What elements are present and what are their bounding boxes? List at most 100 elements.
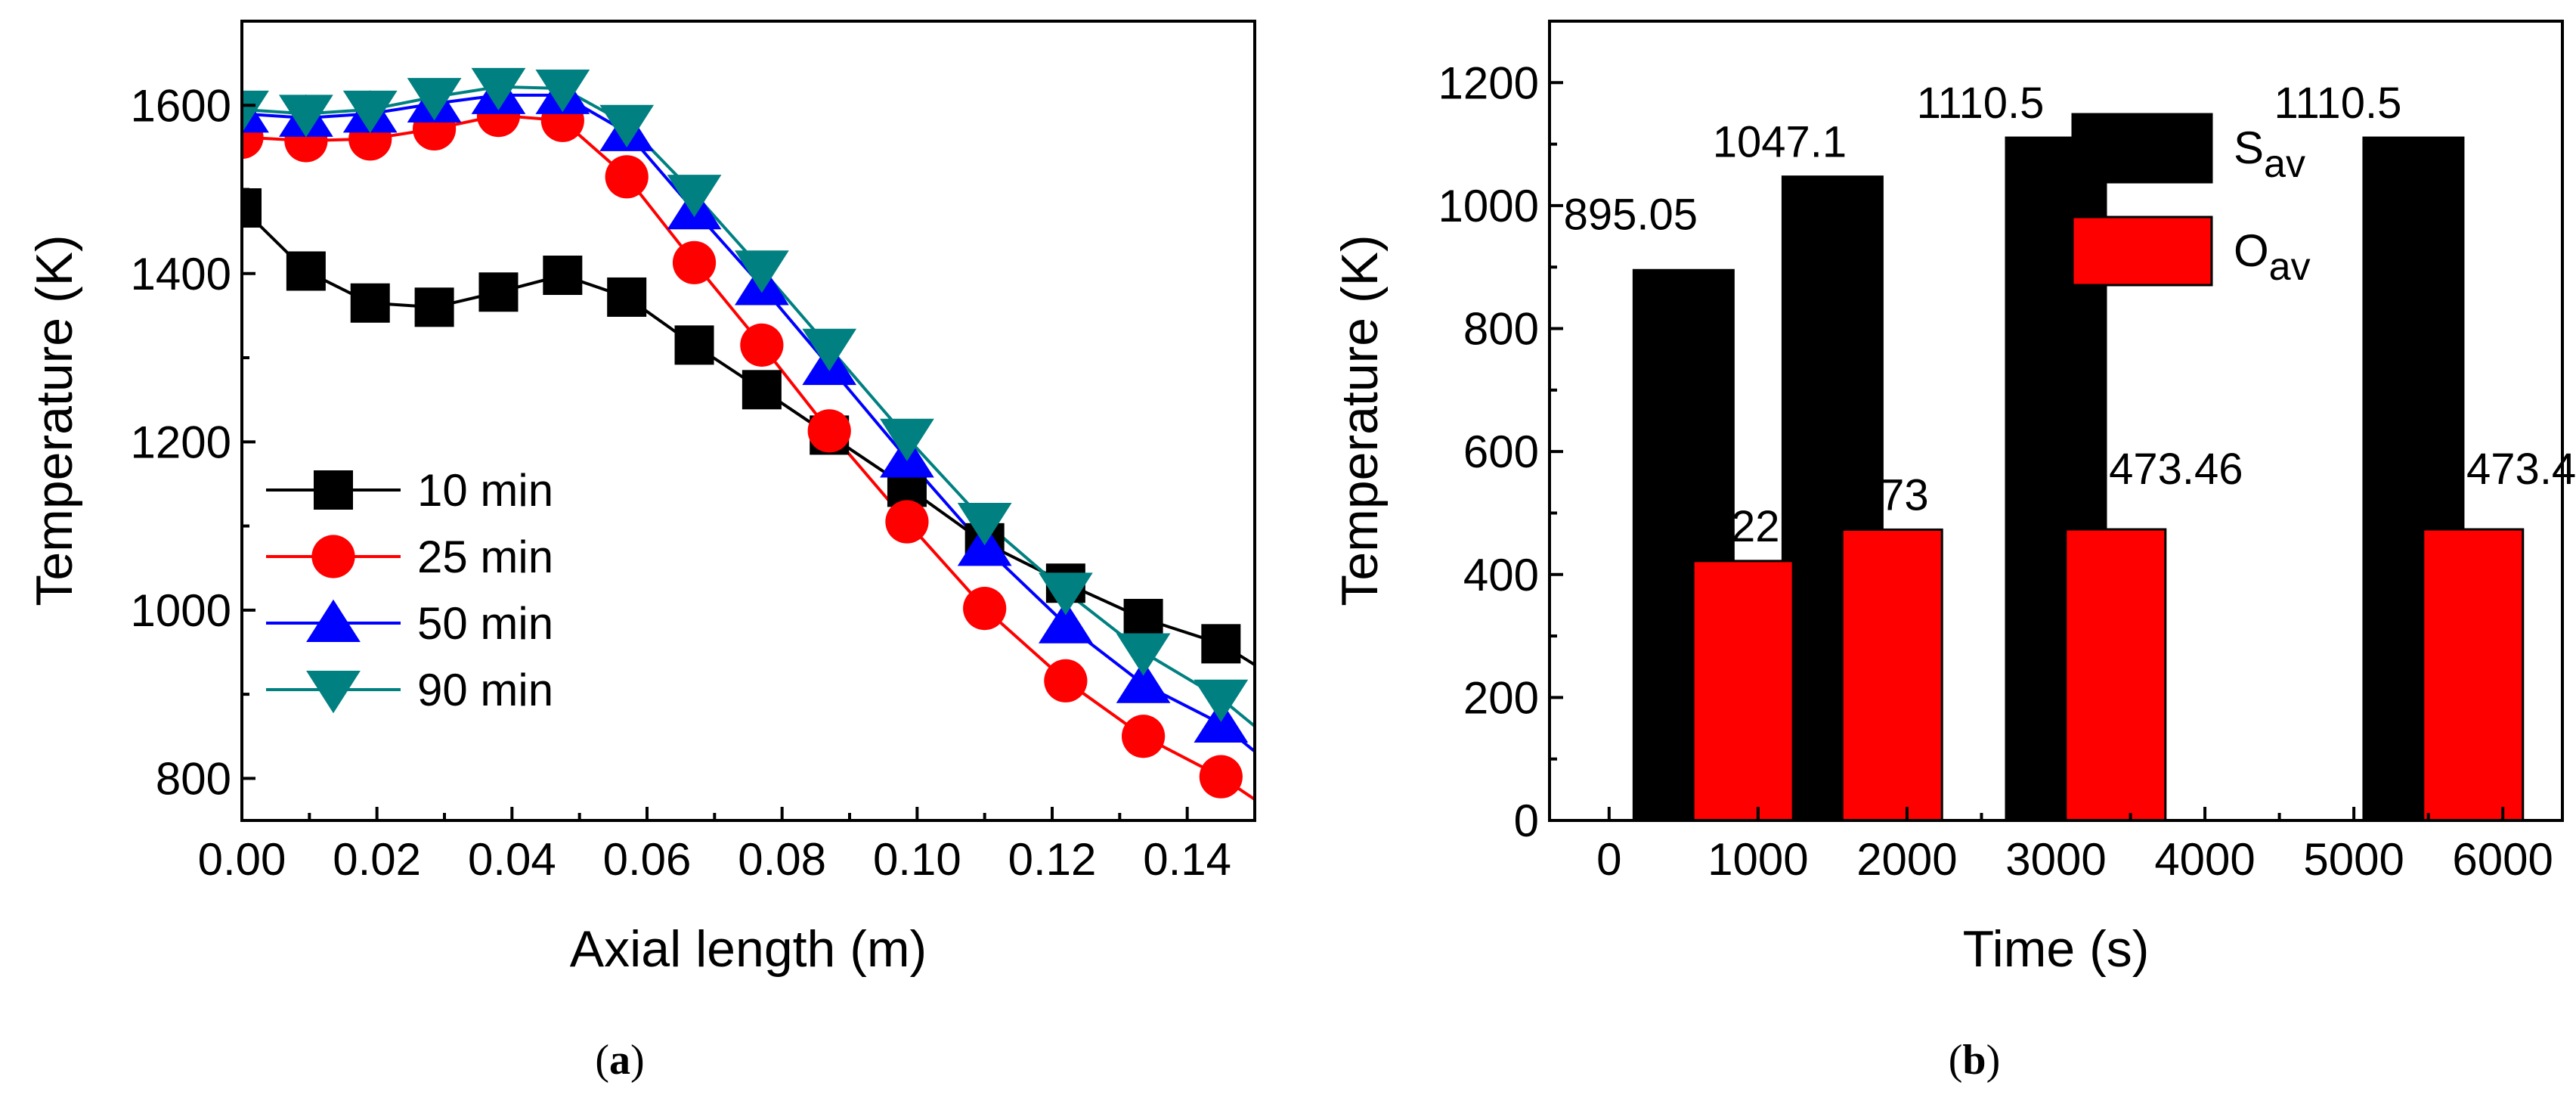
chart-b-xtick-label: 4000 xyxy=(2154,834,2255,885)
chart-b-panel-letter: b xyxy=(1962,1037,1986,1084)
chart-a-series-line xyxy=(242,206,1255,666)
chart-a-panel-letter: a xyxy=(609,1037,630,1084)
chart-a-legend-marker xyxy=(314,470,353,510)
chart-b-xtick-label: 1000 xyxy=(1708,834,1808,885)
chart-a-data-point xyxy=(807,409,851,453)
chart-b-bar xyxy=(1692,560,1794,822)
chart-b-xtick-label: 5000 xyxy=(2303,834,2404,885)
chart-a-ticks: 0.00 0.02 0.04 0.06 0.08 0.10 0.12 0.14 800 1000 1… xyxy=(131,20,1231,885)
chart-a-data-point xyxy=(1194,679,1249,722)
chart-b-ytick-label: 400 xyxy=(1463,550,1539,600)
chart-a-legend-marker xyxy=(311,535,355,578)
chart-a-data-point xyxy=(1038,572,1093,616)
chart-b-legend-label: Sav xyxy=(2234,123,2305,186)
chart-a-data-point xyxy=(1123,598,1163,638)
chart-a-data-point xyxy=(605,155,649,199)
chart-b-ytick-label: 800 xyxy=(1463,304,1539,355)
chart-b-bars: 895.05 1047.1 1110.5 1110.5 422 473 473.46 473.… xyxy=(1564,79,2576,822)
chart-b-data-label: 895.05 xyxy=(1564,190,1698,239)
chart-b-data-label: 1110.5 xyxy=(2274,79,2402,128)
chart-b-xtick-label: 3000 xyxy=(2005,834,2106,885)
chart-a-xlabel: Axial length (m) xyxy=(570,920,927,978)
chart-b-legend-subscript: av xyxy=(2264,142,2305,186)
chart-a-data-point xyxy=(543,256,583,296)
chart-a-series-line xyxy=(242,85,1255,727)
chart-a-data-point xyxy=(1044,659,1088,702)
chart-a-plot-frame xyxy=(240,20,1256,822)
chart-a-panel-label: (a) xyxy=(595,1037,644,1084)
chart-a-legend-label: 10 min xyxy=(417,465,553,516)
chart-b-ticks: 0 1000 2000 3000 4000 5000 6000 0 200 400 600 800 10… xyxy=(1438,20,2553,885)
chart-b-panel-label: (b) xyxy=(1949,1037,2000,1084)
chart-b-data-label: 1110.5 xyxy=(1917,79,2045,128)
chart-b-bar xyxy=(1841,528,1943,822)
chart-a-data-point xyxy=(599,104,655,147)
chart-b-xlabel: Time (s) xyxy=(1963,920,2150,978)
chart-a-data-point xyxy=(880,418,934,461)
chart-b-legend-swatch xyxy=(2071,113,2213,184)
chart-a-data-point xyxy=(674,325,714,365)
chart-a-data-point xyxy=(802,328,857,371)
chart-a-legend-marker xyxy=(306,671,361,714)
chart-b-ylabel: Temperature (K) xyxy=(1331,234,1389,606)
chart-a-ytick-label: 800 xyxy=(156,753,231,804)
chart-a-series-line xyxy=(242,113,1255,801)
chart-b-legend-swatch xyxy=(2071,216,2213,287)
chart-a-data-point xyxy=(963,587,1007,631)
chart-b-bar xyxy=(1632,268,1735,822)
chart-a-xtick-label: 0.10 xyxy=(873,834,961,885)
chart-a-ytick-label: 1600 xyxy=(131,80,231,131)
chart-a-xtick-label: 0.08 xyxy=(738,834,826,885)
chart-b-ytick-label: 600 xyxy=(1463,426,1539,477)
chart-a-data-point xyxy=(471,67,526,110)
chart-a-data-point xyxy=(1116,660,1171,703)
line-chart-a: 0.00 0.02 0.04 0.06 0.08 0.10 0.12 0.14 800 1000 1… xyxy=(26,20,1256,1084)
chart-a-data-point xyxy=(740,323,784,367)
chart-a-xtick-label: 0.04 xyxy=(468,834,556,885)
chart-a-data-point xyxy=(1038,600,1093,644)
bar-chart-b: 895.05 1047.1 1110.5 1110.5 422 473 473.46 473.… xyxy=(1331,20,2576,1084)
chart-b-bar xyxy=(2422,528,2525,822)
chart-b-bar xyxy=(2064,528,2167,822)
chart-a-series xyxy=(242,67,1255,801)
chart-b-xtick-label: 2000 xyxy=(1856,834,1957,885)
chart-a-data-point xyxy=(342,90,398,134)
chart-a-xtick-label: 0.12 xyxy=(1008,834,1097,885)
chart-b-data-label: 1047.1 xyxy=(1713,118,1847,167)
chart-a-ytick-label: 1400 xyxy=(131,249,231,299)
chart-a-data-point xyxy=(242,90,269,134)
chart-a-data-point xyxy=(1199,755,1243,799)
chart-b-data-label: 473.46 xyxy=(2109,445,2243,494)
chart-b-xtick-label: 6000 xyxy=(2452,834,2553,885)
chart-a-data-point xyxy=(734,250,789,293)
chart-b-legend: Sav Oav xyxy=(2071,113,2311,289)
chart-b-xtick-label: 0 xyxy=(1596,834,1621,885)
chart-a-ytick-label: 1200 xyxy=(131,417,231,467)
chart-a-data-point xyxy=(957,503,1012,546)
chart-a-data-point xyxy=(407,78,462,121)
chart-a-data-point xyxy=(1122,715,1166,758)
chart-b-legend-label: Oav xyxy=(2234,225,2311,289)
chart-b-data-label: 422 xyxy=(1707,502,1780,551)
chart-a-xtick-label: 0.02 xyxy=(333,834,421,885)
chart-a-data-point xyxy=(667,175,722,218)
chart-a-series-line xyxy=(242,93,1255,753)
chart-b-data-label: 473 xyxy=(1856,470,1929,519)
chart-b-ytick-label: 1000 xyxy=(1438,181,1539,231)
chart-a-data-point xyxy=(607,277,647,317)
chart-a-data-point xyxy=(350,283,390,323)
chart-a-ylabel: Temperature (K) xyxy=(26,234,83,606)
chart-a-xtick-label: 0.14 xyxy=(1143,834,1231,885)
chart-a-xtick-label: 0.00 xyxy=(198,834,286,885)
chart-b-ytick-label: 0 xyxy=(1514,796,1539,846)
chart-a-data-point xyxy=(742,370,782,410)
chart-a-data-point xyxy=(478,272,519,312)
chart-a-data-point xyxy=(885,500,929,544)
chart-b-data-label: 473.46 xyxy=(2466,445,2576,494)
chart-a-data-point xyxy=(278,95,333,138)
chart-a-data-point xyxy=(414,287,454,327)
chart-a-legend: 10 min 25 min 50 min 90 min xyxy=(266,465,553,715)
chart-a-xtick-label: 0.06 xyxy=(603,834,692,885)
chart-a-legend-marker xyxy=(306,599,361,642)
